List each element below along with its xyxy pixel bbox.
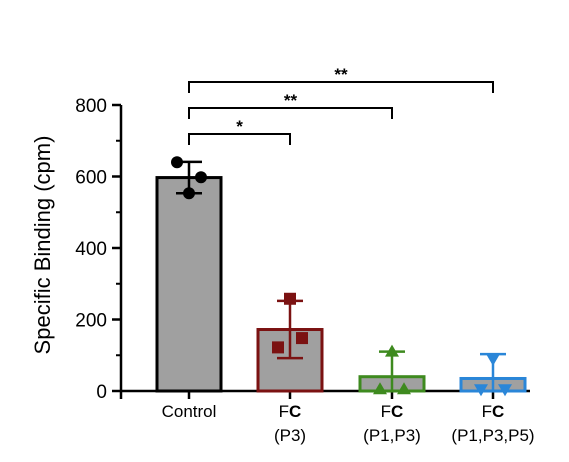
x-tick-labels: Control FC(P3)FC(P1,P3)FC(P1,P3,P5)	[162, 402, 535, 445]
data-point-fc-p1-p3	[397, 382, 411, 395]
x-label-prefix: F	[381, 402, 391, 421]
x-label-bold: C	[391, 402, 403, 421]
data-point-fc-p1-p3-p5	[486, 353, 500, 366]
data-point-fc-p3	[296, 332, 308, 345]
error-bars	[176, 160, 506, 393]
data-point-fc-p1-p3	[385, 344, 399, 357]
significance-brackets: *****	[188, 65, 494, 145]
bar-control	[155, 176, 223, 393]
x-label-fc-p3: FC	[279, 402, 302, 421]
data-point-control	[195, 171, 207, 184]
significance-bracket	[188, 133, 291, 145]
y-tick-label: 600	[75, 168, 107, 189]
data-point-fc-p1-p3	[373, 382, 387, 395]
y-tick-label: 200	[75, 311, 107, 332]
x-label-control: Control	[162, 402, 217, 421]
significance-bracket	[188, 107, 393, 119]
x-label-sub-fc-p1-p3: (P1,P3)	[363, 426, 421, 445]
significance-marker: **	[284, 91, 298, 110]
y-tick-label: 0	[96, 382, 107, 403]
y-tick-label: 800	[75, 96, 107, 117]
significance-marker: *	[236, 117, 243, 136]
x-label-fc-p1-p3-p5: FC	[482, 402, 505, 421]
x-label-sub-fc-p3: (P3)	[274, 426, 306, 445]
x-label-bold: C	[289, 402, 301, 421]
y-axis-label: Specific Binding (cpm)	[30, 136, 55, 355]
y-tick-label: 400	[75, 239, 107, 260]
data-point-fc-p3	[284, 292, 296, 305]
x-label-sub-fc-p1-p3-p5: (P1,P3,P5)	[451, 426, 534, 445]
bars	[155, 176, 527, 393]
data-point-fc-p3	[272, 341, 284, 354]
data-point-fc-p1-p3-p5	[474, 384, 488, 397]
data-point-control	[171, 156, 183, 169]
data-point-control	[183, 187, 195, 200]
x-label-prefix: F	[279, 402, 289, 421]
significance-bracket	[188, 81, 494, 93]
data-points	[171, 156, 512, 397]
x-label-fc-p1-p3: FC	[381, 402, 404, 421]
x-label-prefix: F	[482, 402, 492, 421]
x-label-bold: C	[492, 402, 504, 421]
significance-marker: **	[334, 65, 348, 84]
data-point-fc-p1-p3-p5	[498, 384, 512, 397]
